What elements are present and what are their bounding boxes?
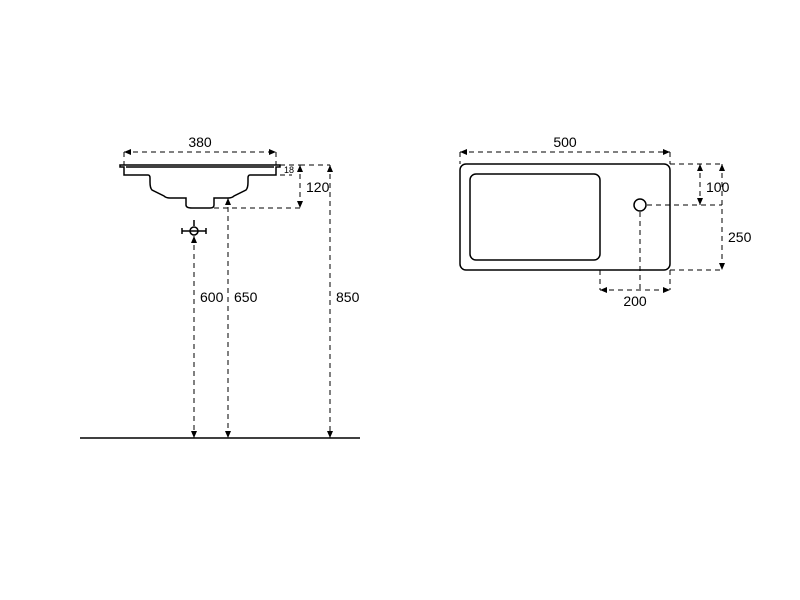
basin-inner [470, 174, 600, 260]
plan-view: 500 100 250 200 [460, 134, 752, 309]
dim-height-120: 120 [214, 165, 330, 208]
dim-100: 100 [647, 164, 730, 205]
elevation-view: 380 18 120 600 650 [80, 134, 360, 438]
dim-width-380: 380 [124, 134, 276, 165]
dim-100-label: 100 [706, 179, 730, 195]
dim-600-label: 600 [200, 289, 224, 305]
dim-250-label: 250 [728, 229, 752, 245]
tap-hole [634, 199, 646, 211]
dim-850: 850 [300, 165, 360, 438]
dim-650: 650 [225, 198, 258, 438]
dim-850-label: 850 [336, 289, 360, 305]
dim-18-label: 18 [284, 165, 294, 175]
dim-rim-18: 18 [280, 165, 294, 175]
dim-600: 600 [191, 236, 224, 438]
dim-width-500: 500 [460, 134, 670, 164]
basin-outer [460, 164, 670, 270]
dim-380-label: 380 [188, 134, 212, 150]
dim-500-label: 500 [553, 134, 577, 150]
dim-200-label: 200 [623, 293, 647, 309]
dim-200: 200 [600, 212, 670, 309]
dim-650-label: 650 [234, 289, 258, 305]
dim-120-label: 120 [306, 179, 330, 195]
basin-profile [120, 165, 280, 208]
valve-symbol [182, 220, 206, 235]
